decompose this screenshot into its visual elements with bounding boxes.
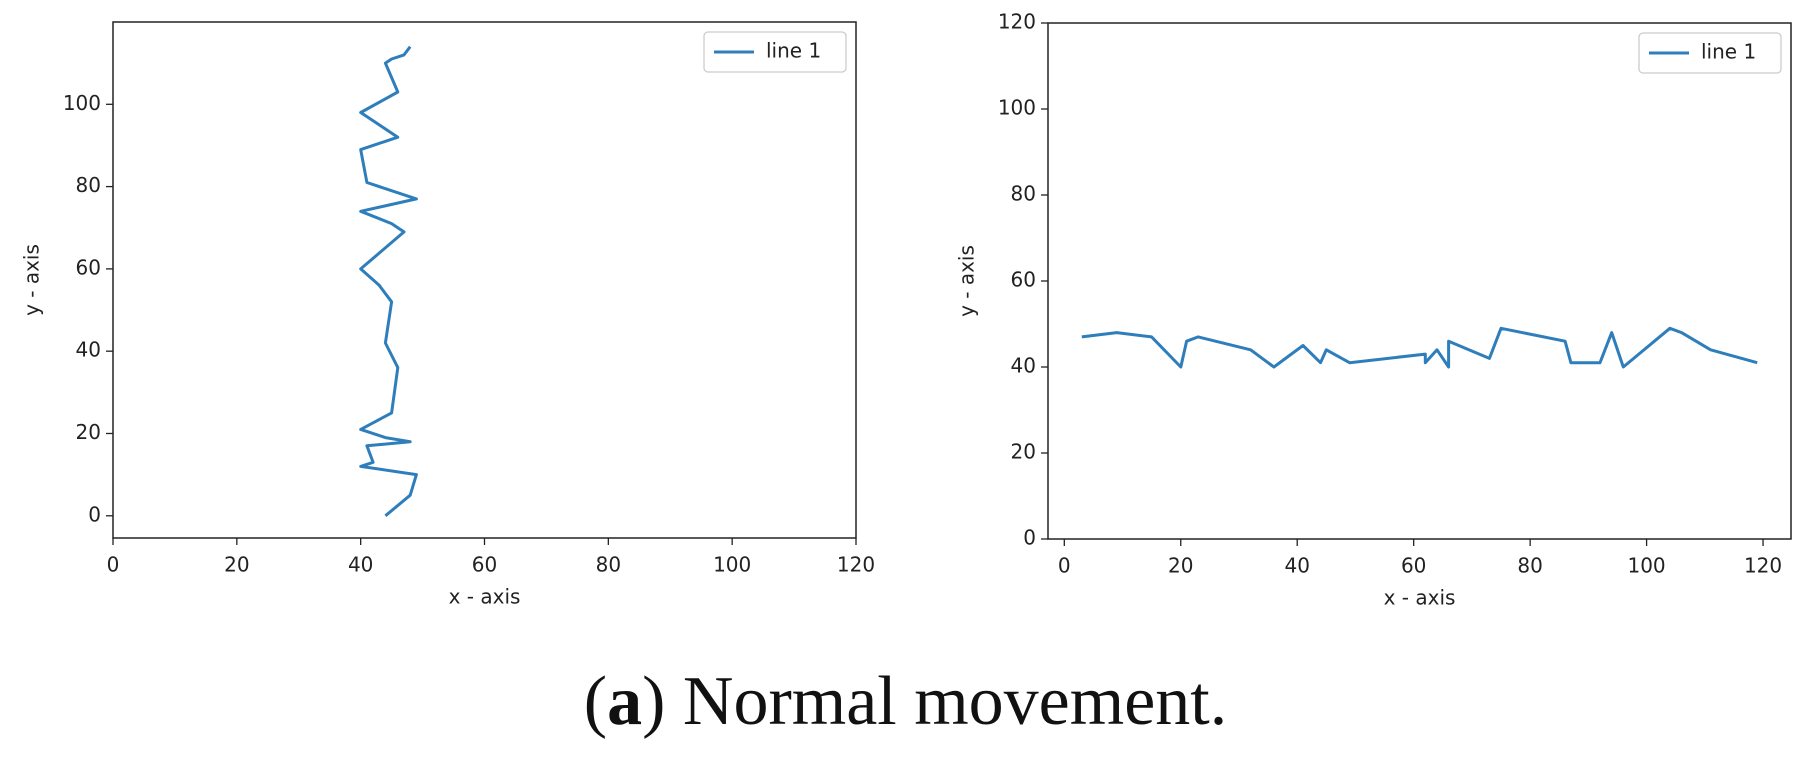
y-tick-label: 80 (76, 173, 101, 197)
y-tick-label: 20 (76, 420, 101, 444)
y-tick-label: 60 (76, 255, 101, 279)
caption: (a) Normal movement. (0, 662, 1811, 742)
y-tick-label: 100 (998, 96, 1036, 120)
x-tick-label: 100 (713, 553, 751, 577)
y-tick-label: 20 (1011, 440, 1036, 464)
x-tick-label: 100 (1627, 554, 1665, 578)
x-tick-label: 120 (837, 553, 875, 577)
y-tick-label: 100 (63, 91, 101, 115)
y-tick-label: 120 (998, 10, 1036, 34)
x-tick-label: 0 (107, 553, 120, 577)
x-tick-label: 40 (348, 553, 373, 577)
legend-label: line 1 (1701, 40, 1756, 64)
plot-area (1047, 22, 1792, 540)
y-axis-label: y - axis (955, 245, 979, 317)
legend-box (703, 31, 847, 73)
y-axis-label: y - axis (20, 244, 44, 316)
x-tick-label: 20 (1168, 554, 1193, 578)
x-tick-label: 0 (1058, 554, 1071, 578)
charts: 0 20 40 60 80 100 120 0 20 40 60 80 100 x - axis y - a… (20, 10, 1792, 610)
legend-label: line 1 (766, 39, 821, 63)
x-axis-label: x - axis (449, 585, 521, 609)
caption-open: ( (583, 663, 608, 740)
x-tick-label: 120 (1744, 554, 1782, 578)
caption-text: ) Normal movement. (642, 663, 1228, 740)
y-tick-label: 60 (1011, 268, 1036, 292)
y-tick-label: 40 (1011, 354, 1036, 378)
x-tick-label: 60 (1401, 554, 1426, 578)
y-tick-label: 40 (76, 338, 101, 362)
x-tick-label: 80 (596, 553, 621, 577)
y-tick-label: 80 (1011, 182, 1036, 206)
data-line (359, 45, 418, 517)
x-tick-label: 20 (224, 553, 249, 577)
data-line (1081, 326, 1758, 369)
x-axis-label: x - axis (1384, 586, 1456, 610)
x-tick-label: 80 (1517, 554, 1542, 578)
legend-box (1638, 32, 1782, 74)
x-tick-label: 40 (1284, 554, 1309, 578)
caption-label: a (607, 663, 643, 740)
plot-area (112, 21, 857, 539)
y-tick-label: 0 (1023, 526, 1036, 550)
y-tick-label: 0 (88, 502, 101, 526)
x-tick-label: 60 (472, 553, 497, 577)
